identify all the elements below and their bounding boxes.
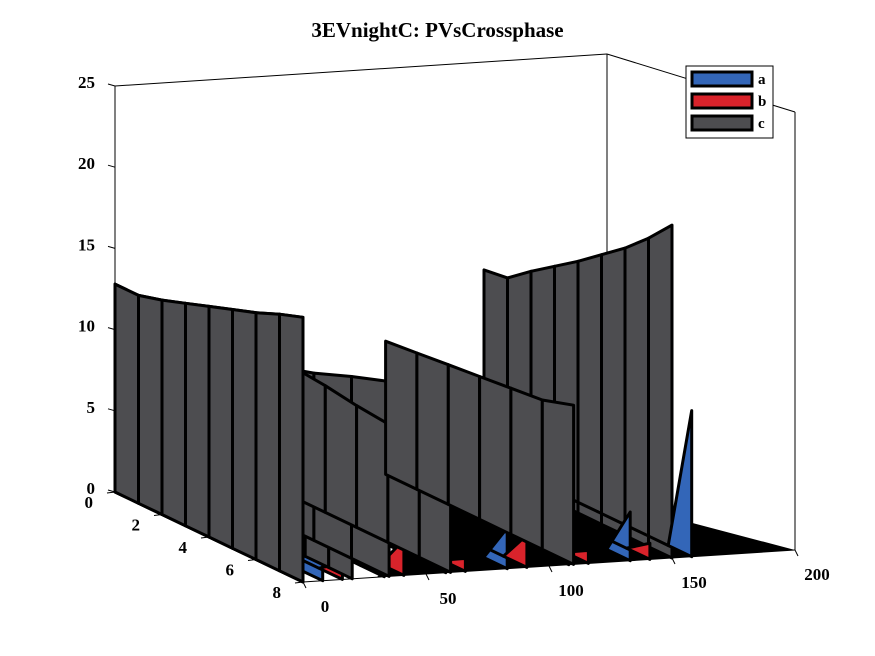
ribbon-segment — [478, 375, 513, 536]
box-top-edge — [114, 53, 608, 87]
x-tick-label: 150 — [681, 573, 707, 592]
z-tick-label: 20 — [78, 154, 95, 173]
ribbon-segment — [137, 293, 164, 516]
ribbon-segment — [624, 541, 652, 561]
y-tick-label: 6 — [226, 561, 235, 580]
legend-label-b: b — [758, 94, 766, 110]
z-tick-label: 5 — [87, 398, 96, 417]
ribbon-segment — [415, 351, 450, 506]
legend: abc — [685, 65, 774, 139]
ribbon-segment — [647, 223, 674, 560]
y-tick-label: 4 — [179, 538, 188, 557]
ribbon-segment — [160, 298, 187, 528]
ribbon-segment — [666, 409, 694, 559]
y-tick-label: 0 — [85, 493, 94, 512]
ribbon-segment — [207, 304, 234, 550]
y-tick — [153, 514, 163, 516]
tick-labels: 0 5 10 15 20 25 0 50 100 150 200 0 2 4 6 8 — [78, 73, 830, 616]
x-tick — [794, 549, 799, 557]
z-tick — [107, 164, 116, 168]
ribbon-segment — [509, 386, 544, 551]
z-tick — [107, 408, 116, 412]
ribbon-segment — [184, 301, 211, 539]
legend-swatch-b — [690, 92, 754, 110]
ribbon-segment — [254, 311, 281, 573]
y-tick — [106, 491, 116, 494]
x-tick-label: 100 — [558, 581, 584, 600]
ribbon-segment — [113, 282, 140, 505]
y-tick-label: 8 — [273, 583, 282, 602]
ribbon-segment — [623, 236, 650, 549]
z-tick-label: 10 — [78, 317, 95, 336]
ribbon-segment — [231, 308, 258, 561]
x-tick-label: 50 — [440, 589, 457, 608]
legend-swatch-a — [690, 70, 754, 88]
x-tick — [425, 573, 430, 581]
ribbon-segment — [323, 384, 359, 529]
legend-label-c: c — [758, 116, 765, 132]
y-tick — [294, 581, 304, 584]
ribbon-segment — [501, 533, 529, 569]
ribbons-group — [113, 223, 694, 584]
z-tick — [107, 245, 116, 249]
ribbon-segment — [482, 526, 509, 571]
y-tick — [200, 536, 210, 539]
ribbon-c-mid-3 — [384, 339, 576, 566]
y-tick-label: 2 — [132, 516, 141, 535]
ribbon-segment — [355, 404, 390, 544]
x-tick — [548, 565, 553, 573]
ribbon-segment — [540, 398, 576, 566]
ribbon-segment — [278, 312, 305, 584]
y-tick — [247, 559, 257, 561]
x-tick-label: 0 — [321, 597, 330, 616]
z-tick-label: 25 — [78, 73, 95, 92]
legend-label-a: a — [758, 72, 766, 88]
z-tick — [107, 83, 116, 87]
ribbon-segment — [446, 363, 482, 521]
chart-title: 3EVnightC: PVsCrossphase — [311, 18, 564, 42]
ribbon-segment — [600, 246, 627, 537]
x-tick — [671, 557, 676, 565]
z-tick-label: 15 — [78, 235, 95, 254]
x-tick-label: 200 — [804, 565, 830, 584]
x-tick — [302, 581, 307, 589]
ribbon-segment — [576, 253, 603, 526]
legend-swatch-c — [690, 114, 754, 132]
z-tick-label: 0 — [87, 479, 96, 498]
ribbon-segment — [384, 339, 419, 491]
z-tick — [107, 327, 116, 331]
